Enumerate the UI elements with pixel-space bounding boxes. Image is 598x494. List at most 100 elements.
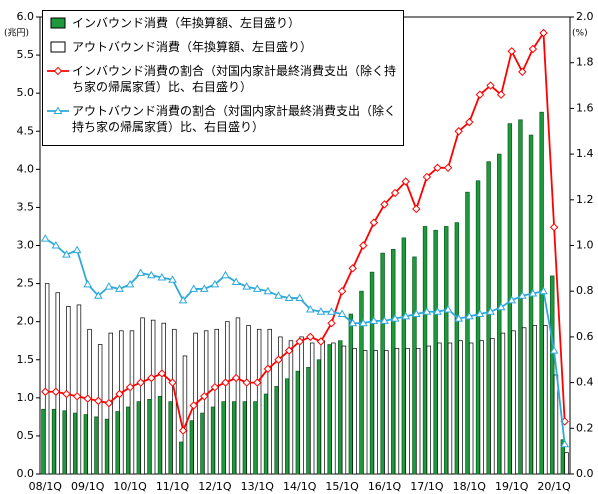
marker	[327, 318, 336, 328]
marker	[306, 332, 315, 342]
bar	[394, 347, 400, 475]
marker	[83, 394, 92, 403]
bar	[62, 410, 67, 475]
x-tick-label: 16/1Q	[368, 480, 402, 493]
bar	[44, 283, 50, 475]
marker	[125, 279, 135, 288]
marker	[560, 439, 570, 448]
marker	[380, 200, 389, 209]
bar	[433, 229, 438, 475]
marker	[443, 304, 453, 313]
bar	[157, 395, 163, 475]
marker	[200, 392, 209, 401]
bar	[327, 344, 332, 475]
bar	[468, 342, 474, 475]
bar	[246, 325, 251, 475]
bar	[126, 406, 131, 475]
x-tick-label: 18/1Q	[453, 480, 487, 493]
marker	[337, 309, 347, 318]
marker	[433, 163, 442, 173]
marker	[348, 264, 357, 273]
marker	[104, 398, 114, 408]
y2-tick-label: 1.2	[576, 193, 594, 206]
bar	[189, 420, 195, 475]
y-tick-label: 4.0	[17, 162, 35, 175]
bar	[66, 306, 71, 475]
marker	[549, 346, 559, 354]
marker	[295, 293, 305, 302]
bar	[242, 401, 248, 475]
marker	[401, 177, 410, 186]
marker	[93, 291, 103, 299]
y-tick-label: 6.0	[17, 10, 35, 23]
y2-tick-label: 0.8	[576, 284, 594, 297]
x-tick-label: 09/1Q	[71, 480, 105, 493]
marker	[41, 387, 50, 396]
y-tick-label: 1.5	[17, 353, 35, 366]
marker	[507, 47, 516, 56]
marker	[51, 387, 61, 396]
bar	[422, 226, 428, 475]
bar	[288, 340, 294, 475]
bar	[182, 355, 188, 475]
marker	[136, 268, 146, 276]
marker	[252, 284, 262, 292]
legend-item: インバウンド消費（年換算額、左目盛り）	[47, 15, 399, 31]
marker	[327, 307, 336, 315]
marker	[274, 355, 283, 364]
bar	[511, 330, 516, 475]
legend-symbol	[50, 17, 66, 29]
marker	[390, 188, 400, 198]
bar	[295, 370, 301, 475]
bar	[232, 401, 237, 475]
bar	[253, 401, 258, 475]
bar	[309, 342, 315, 475]
bar	[129, 330, 135, 475]
bar	[550, 275, 555, 475]
y2-tick-label: 0.6	[576, 330, 594, 343]
bar	[136, 401, 142, 475]
marker	[168, 275, 177, 283]
marker	[369, 316, 379, 324]
bar	[210, 406, 216, 475]
marker	[496, 90, 506, 99]
marker	[316, 307, 326, 315]
bar	[76, 304, 82, 475]
marker	[242, 282, 252, 290]
marker	[115, 389, 124, 399]
marker	[125, 382, 135, 392]
bar	[475, 180, 481, 475]
bar	[299, 336, 304, 475]
marker	[62, 389, 71, 399]
marker	[518, 67, 527, 77]
marker	[83, 279, 93, 288]
legend-marker	[53, 106, 63, 114]
marker	[104, 282, 114, 290]
y-tick-label: 0.0	[17, 467, 35, 480]
marker	[72, 245, 82, 254]
bar	[543, 325, 548, 475]
bar	[104, 418, 110, 475]
marker	[539, 286, 548, 295]
marker	[305, 304, 315, 313]
bar	[203, 330, 209, 475]
bar	[94, 416, 99, 475]
y2-tick-label: 0.0	[576, 467, 594, 480]
marker	[210, 382, 220, 392]
marker	[486, 307, 495, 315]
marker	[94, 396, 103, 406]
marker	[210, 279, 220, 288]
marker	[263, 364, 273, 374]
marker	[146, 270, 156, 279]
legend-symbol	[50, 41, 66, 53]
bar	[338, 340, 343, 475]
y2-tick-label: 0.2	[576, 421, 594, 434]
x-tick-label: 11/1Q	[156, 480, 190, 493]
marker	[358, 318, 368, 327]
bar	[83, 414, 89, 475]
marker	[369, 218, 379, 227]
y-tick-label: 1.0	[17, 391, 35, 404]
legend-item: アウトバウンド消費（年換算額、左目盛り）	[47, 39, 399, 55]
bar	[73, 412, 78, 475]
bar	[235, 317, 241, 475]
